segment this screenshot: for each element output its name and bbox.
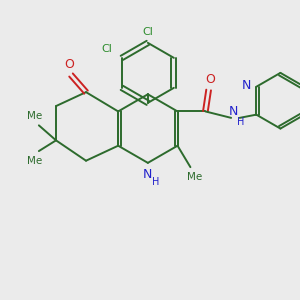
Text: N: N <box>143 168 152 181</box>
Text: Cl: Cl <box>101 44 112 54</box>
Text: O: O <box>205 73 214 86</box>
Text: N: N <box>242 79 251 92</box>
Text: H: H <box>152 177 159 187</box>
Text: Cl: Cl <box>142 27 153 37</box>
Text: O: O <box>64 58 74 71</box>
Text: N: N <box>229 105 238 118</box>
Text: H: H <box>237 117 244 127</box>
Text: Me: Me <box>27 111 42 121</box>
Text: Me: Me <box>187 172 202 182</box>
Text: Me: Me <box>27 156 42 166</box>
